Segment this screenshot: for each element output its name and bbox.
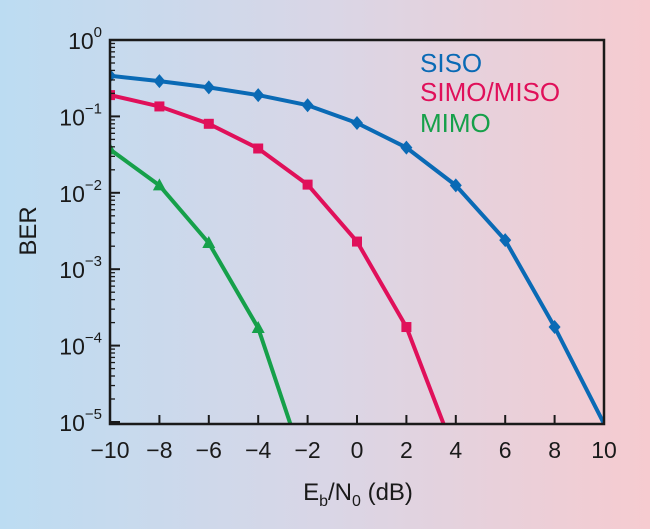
y-tick-base: 10 bbox=[59, 104, 85, 130]
y-tick-exponent: −4 bbox=[85, 330, 102, 347]
data-point-simo-miso bbox=[110, 90, 115, 101]
data-point-simo-miso bbox=[253, 143, 264, 154]
x-axis-label: Eb/N0 (dB) bbox=[303, 479, 413, 510]
x-tick-label: −8 bbox=[146, 437, 172, 463]
y-tick-exponent: 0 bbox=[94, 24, 102, 41]
x-tick-label: 8 bbox=[548, 437, 561, 463]
data-point-mimo bbox=[110, 142, 117, 155]
y-tick-base: 10 bbox=[59, 334, 85, 360]
legend-label-mimo: MIMO bbox=[420, 108, 491, 138]
data-point-siso bbox=[110, 68, 116, 83]
data-point-siso bbox=[499, 233, 512, 248]
y-tick-base: 10 bbox=[59, 181, 85, 207]
x-axis-label-tail: (dB) bbox=[361, 479, 413, 506]
data-point-siso bbox=[252, 88, 265, 103]
data-point-siso bbox=[202, 80, 215, 95]
y-tick-label: 10−3 bbox=[59, 253, 102, 283]
y-axis-label: BER bbox=[15, 206, 42, 255]
x-tick-label: −2 bbox=[294, 437, 320, 463]
y-tick-label: 100 bbox=[68, 24, 102, 54]
x-tick-label: 2 bbox=[400, 437, 413, 463]
y-tick-exponent: −2 bbox=[85, 177, 102, 194]
y-tick-label: 10−1 bbox=[59, 100, 102, 130]
x-tick-label: 4 bbox=[449, 437, 462, 463]
data-point-simo-miso bbox=[154, 101, 165, 112]
axis-ticks: −10 −8 −6 −4 −2 0 2 4 6 8 1010010−110−210−310−410−… bbox=[59, 24, 617, 463]
data-point-siso bbox=[351, 115, 363, 130]
x-tick-label: −10 bbox=[90, 437, 129, 463]
y-tick-exponent: −3 bbox=[85, 253, 102, 270]
data-point-simo-miso bbox=[203, 118, 214, 129]
data-point-simo-miso bbox=[401, 322, 412, 333]
y-tick-exponent: −1 bbox=[85, 100, 102, 117]
legend-label-siso: SISO bbox=[420, 48, 482, 78]
data-point-siso bbox=[301, 98, 314, 113]
series-line-mimo bbox=[110, 147, 293, 424]
y-tick-base: 10 bbox=[59, 410, 85, 436]
series-group bbox=[110, 68, 604, 424]
y-tick-base: 10 bbox=[59, 257, 85, 283]
data-point-siso bbox=[548, 320, 561, 335]
data-point-simo-miso bbox=[302, 179, 313, 190]
y-tick-label: 10−2 bbox=[59, 177, 102, 207]
x-axis-label-sub2: 0 bbox=[352, 493, 361, 510]
plot-area bbox=[110, 68, 604, 424]
x-tick-label: 6 bbox=[499, 437, 512, 463]
x-tick-label: 0 bbox=[351, 437, 364, 463]
data-point-mimo bbox=[202, 236, 216, 249]
x-tick-label: 10 bbox=[591, 437, 617, 463]
y-tick-exponent: −5 bbox=[85, 406, 102, 423]
x-tick-label: −4 bbox=[245, 437, 271, 463]
data-point-mimo bbox=[251, 320, 265, 333]
x-axis-label-main: E bbox=[303, 479, 319, 506]
y-tick-base: 10 bbox=[68, 28, 94, 54]
x-axis-label-sub1: b bbox=[319, 493, 328, 510]
data-point-siso bbox=[153, 74, 166, 89]
data-point-mimo bbox=[152, 178, 166, 191]
y-tick-label: 10−4 bbox=[59, 330, 102, 360]
legend-label-simo-miso: SIMO/MISO bbox=[420, 77, 560, 107]
x-axis-label-mid: /N bbox=[328, 479, 352, 506]
y-tick-label: 10−5 bbox=[59, 406, 102, 436]
data-point-simo-miso bbox=[352, 236, 362, 247]
data-point-siso bbox=[449, 178, 462, 193]
series-line-simo-miso bbox=[110, 93, 446, 424]
x-tick-label: −6 bbox=[196, 437, 222, 463]
data-point-siso bbox=[400, 140, 413, 155]
